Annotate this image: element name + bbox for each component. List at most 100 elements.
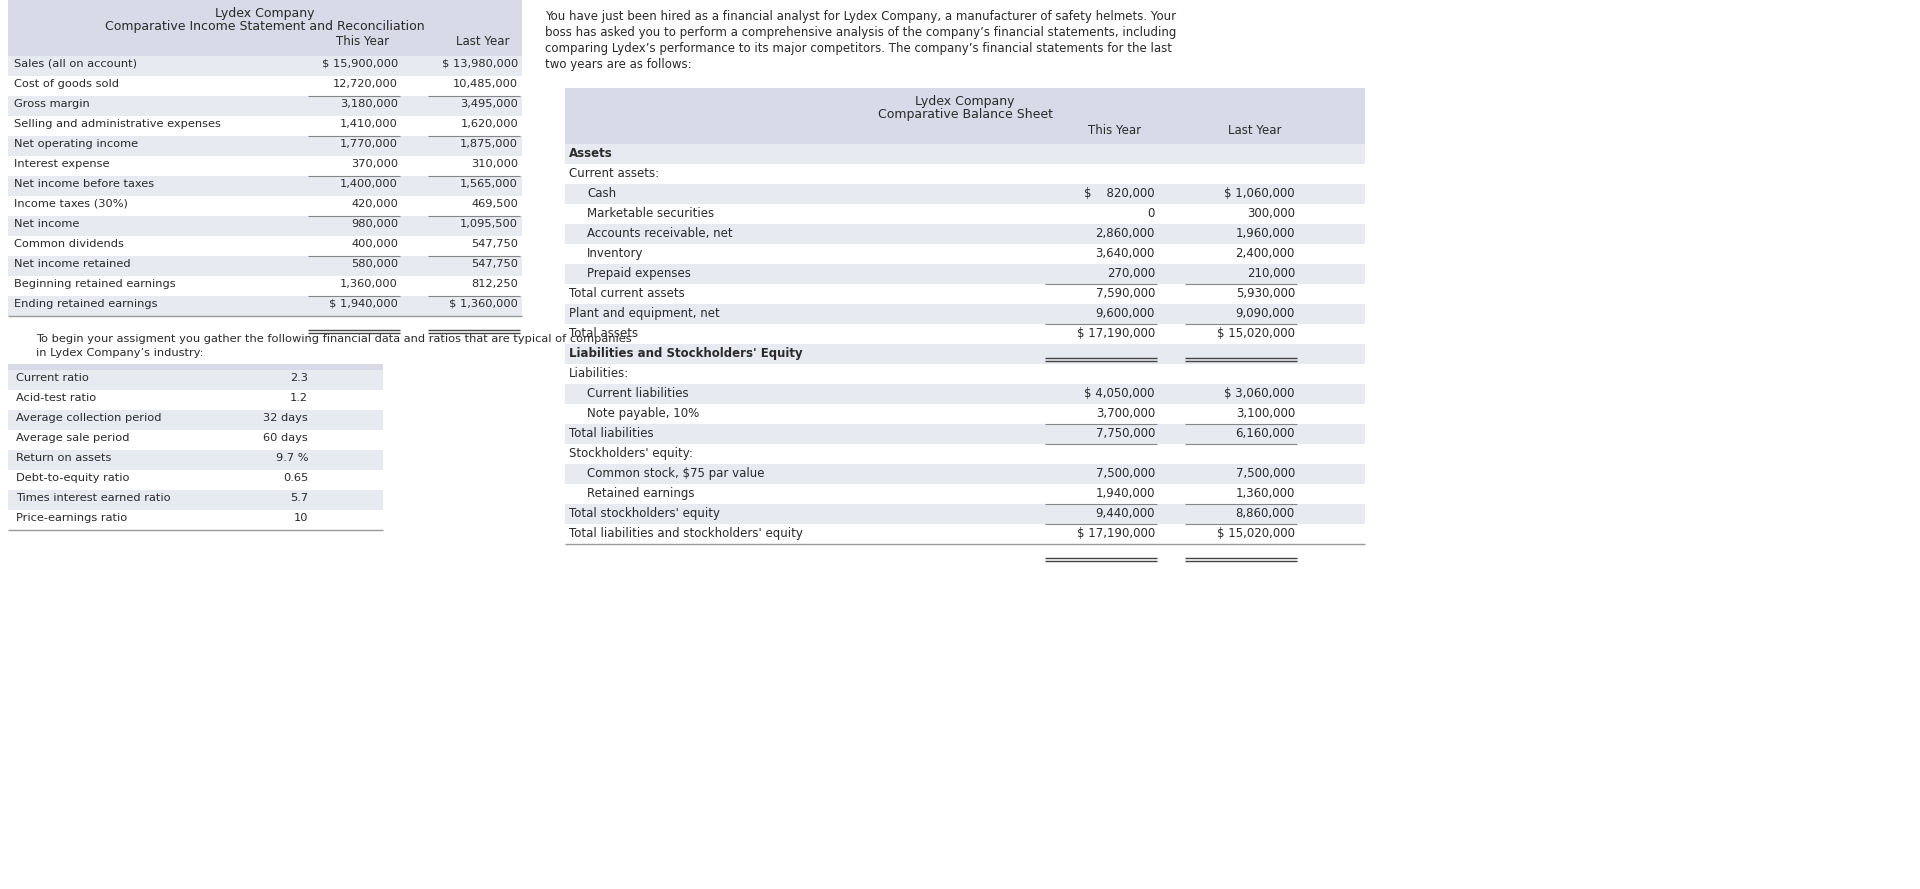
FancyBboxPatch shape xyxy=(564,504,1365,524)
Text: Total liabilities: Total liabilities xyxy=(568,427,653,440)
FancyBboxPatch shape xyxy=(564,164,1365,184)
Text: Total assets: Total assets xyxy=(568,327,637,340)
Text: 5,930,000: 5,930,000 xyxy=(1236,287,1294,300)
FancyBboxPatch shape xyxy=(564,384,1365,404)
Text: 12,720,000: 12,720,000 xyxy=(332,79,397,89)
Text: 7,590,000: 7,590,000 xyxy=(1096,287,1156,300)
Text: 270,000: 270,000 xyxy=(1106,267,1156,280)
Text: 9,440,000: 9,440,000 xyxy=(1096,507,1156,520)
Text: 2,860,000: 2,860,000 xyxy=(1096,227,1156,240)
Text: $ 1,060,000: $ 1,060,000 xyxy=(1225,187,1294,200)
Text: Liabilities and Stockholders' Equity: Liabilities and Stockholders' Equity xyxy=(568,347,803,360)
FancyBboxPatch shape xyxy=(8,76,522,96)
FancyBboxPatch shape xyxy=(564,524,1365,544)
FancyBboxPatch shape xyxy=(564,444,1365,464)
FancyBboxPatch shape xyxy=(8,410,382,430)
Text: 469,500: 469,500 xyxy=(470,199,518,209)
FancyBboxPatch shape xyxy=(564,244,1365,264)
Text: Net operating income: Net operating income xyxy=(13,139,138,149)
Text: 547,750: 547,750 xyxy=(470,239,518,249)
Text: $    820,000: $ 820,000 xyxy=(1085,187,1156,200)
Text: $ 3,060,000: $ 3,060,000 xyxy=(1225,387,1294,400)
Text: Inventory: Inventory xyxy=(588,247,643,260)
Text: $ 4,050,000: $ 4,050,000 xyxy=(1085,387,1156,400)
FancyBboxPatch shape xyxy=(8,116,522,136)
Text: Interest expense: Interest expense xyxy=(13,159,109,169)
Text: Net income before taxes: Net income before taxes xyxy=(13,179,154,189)
Text: 60 days: 60 days xyxy=(263,433,307,443)
Text: 0.65: 0.65 xyxy=(282,473,307,483)
FancyBboxPatch shape xyxy=(8,176,522,196)
FancyBboxPatch shape xyxy=(564,224,1365,244)
Text: $ 15,900,000: $ 15,900,000 xyxy=(323,59,397,69)
Text: 8,860,000: 8,860,000 xyxy=(1236,507,1294,520)
FancyBboxPatch shape xyxy=(8,0,522,56)
FancyBboxPatch shape xyxy=(8,450,382,470)
Text: 1,360,000: 1,360,000 xyxy=(340,279,397,289)
Text: 400,000: 400,000 xyxy=(351,239,397,249)
FancyBboxPatch shape xyxy=(8,216,522,236)
Text: $ 15,020,000: $ 15,020,000 xyxy=(1217,327,1294,340)
Text: Current ratio: Current ratio xyxy=(15,373,88,383)
FancyBboxPatch shape xyxy=(564,464,1365,484)
FancyBboxPatch shape xyxy=(8,430,382,450)
Text: 1,875,000: 1,875,000 xyxy=(461,139,518,149)
Text: 812,250: 812,250 xyxy=(470,279,518,289)
Text: 1,565,000: 1,565,000 xyxy=(461,179,518,189)
Text: Acid-test ratio: Acid-test ratio xyxy=(15,393,96,403)
Text: 1,770,000: 1,770,000 xyxy=(340,139,397,149)
Text: Average sale period: Average sale period xyxy=(15,433,129,443)
FancyBboxPatch shape xyxy=(564,484,1365,504)
Text: 32 days: 32 days xyxy=(263,413,307,423)
Text: 300,000: 300,000 xyxy=(1246,207,1294,220)
Text: You have just been hired as a financial analyst for Lydex Company, a manufacture: You have just been hired as a financial … xyxy=(545,10,1177,23)
Text: 9.7 %: 9.7 % xyxy=(275,453,307,463)
Text: Net income retained: Net income retained xyxy=(13,259,131,269)
Text: Price-earnings ratio: Price-earnings ratio xyxy=(15,513,127,523)
Text: 7,500,000: 7,500,000 xyxy=(1236,467,1294,480)
FancyBboxPatch shape xyxy=(8,364,382,370)
Text: Cost of goods sold: Cost of goods sold xyxy=(13,79,119,89)
Text: Total stockholders' equity: Total stockholders' equity xyxy=(568,507,720,520)
Text: 5.7: 5.7 xyxy=(290,493,307,503)
Text: 210,000: 210,000 xyxy=(1246,267,1294,280)
Text: $ 17,190,000: $ 17,190,000 xyxy=(1077,527,1156,540)
Text: 3,100,000: 3,100,000 xyxy=(1236,407,1294,420)
Text: 2.3: 2.3 xyxy=(290,373,307,383)
Text: Retained earnings: Retained earnings xyxy=(588,487,695,500)
FancyBboxPatch shape xyxy=(564,204,1365,224)
Text: Liabilities:: Liabilities: xyxy=(568,367,630,380)
Text: 1,095,500: 1,095,500 xyxy=(461,219,518,229)
Text: Common stock, $75 par value: Common stock, $75 par value xyxy=(588,467,764,480)
Text: Total current assets: Total current assets xyxy=(568,287,685,300)
FancyBboxPatch shape xyxy=(8,236,522,256)
FancyBboxPatch shape xyxy=(8,256,522,276)
Text: 1,620,000: 1,620,000 xyxy=(461,119,518,129)
Text: $ 17,190,000: $ 17,190,000 xyxy=(1077,327,1156,340)
Text: 10: 10 xyxy=(294,513,307,523)
FancyBboxPatch shape xyxy=(8,56,522,76)
Text: 580,000: 580,000 xyxy=(351,259,397,269)
FancyBboxPatch shape xyxy=(8,276,522,296)
Text: two years are as follows:: two years are as follows: xyxy=(545,58,691,71)
Text: Last Year: Last Year xyxy=(457,35,509,48)
Text: Return on assets: Return on assets xyxy=(15,453,111,463)
Text: Comparative Income Statement and Reconciliation: Comparative Income Statement and Reconci… xyxy=(106,20,424,33)
Text: Marketable securities: Marketable securities xyxy=(588,207,714,220)
Text: Income taxes (30%): Income taxes (30%) xyxy=(13,199,129,209)
Text: in Lydex Company’s industry:: in Lydex Company’s industry: xyxy=(36,348,204,358)
FancyBboxPatch shape xyxy=(564,424,1365,444)
FancyBboxPatch shape xyxy=(8,390,382,410)
Text: Note payable, 10%: Note payable, 10% xyxy=(588,407,699,420)
Text: 420,000: 420,000 xyxy=(351,199,397,209)
FancyBboxPatch shape xyxy=(8,196,522,216)
Text: Average collection period: Average collection period xyxy=(15,413,161,423)
Text: 10,485,000: 10,485,000 xyxy=(453,79,518,89)
Text: $ 15,020,000: $ 15,020,000 xyxy=(1217,527,1294,540)
Text: 2,400,000: 2,400,000 xyxy=(1236,247,1294,260)
Text: 547,750: 547,750 xyxy=(470,259,518,269)
FancyBboxPatch shape xyxy=(564,264,1365,284)
Text: 7,500,000: 7,500,000 xyxy=(1096,467,1156,480)
Text: Common dividends: Common dividends xyxy=(13,239,125,249)
Text: 1,400,000: 1,400,000 xyxy=(340,179,397,189)
